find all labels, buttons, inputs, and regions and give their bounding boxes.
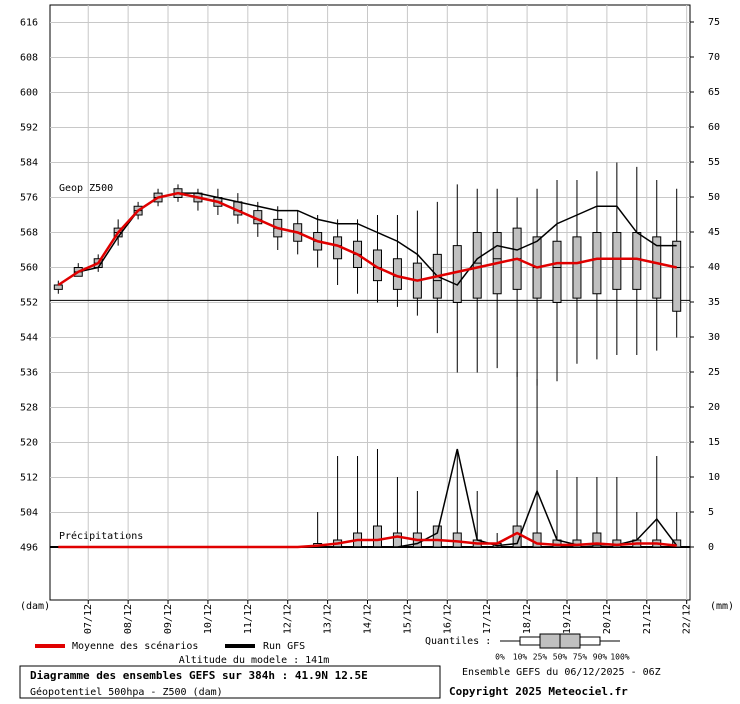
y-tick-label: 600 (20, 88, 38, 99)
y-tick-label: 512 (20, 473, 38, 484)
line-mean (58, 531, 677, 549)
box (592, 532, 602, 548)
y-tick-label: 608 (20, 53, 38, 64)
line-mean (57, 191, 677, 287)
x-tick-label: 08/12 (123, 604, 134, 634)
quantile-label: 25% (533, 653, 548, 662)
y-tick-label: 528 (20, 403, 38, 414)
y-tick-label: 504 (20, 508, 38, 519)
box (592, 232, 602, 295)
y2-tick-label: 25 (708, 367, 720, 378)
x-tick-label: 21/12 (642, 604, 653, 634)
box (672, 240, 682, 312)
y2-tick-label: 75 (708, 17, 720, 28)
y-unit: (dam) (20, 601, 50, 612)
y2-tick-label: 40 (708, 262, 720, 273)
y2-unit: (mm) (710, 601, 734, 612)
y-tick-label: 552 (20, 298, 38, 309)
y-tick-label: 568 (20, 228, 38, 239)
x-tick-label: 18/12 (522, 604, 533, 634)
quantile-label: 75% (573, 653, 588, 662)
caption-title: Diagramme des ensembles GEFS sur 384h : … (30, 669, 368, 682)
x-tick-label: 17/12 (482, 604, 493, 634)
y2-tick-label: 55 (708, 157, 720, 168)
x-tick-label: 16/12 (442, 604, 453, 634)
x-tick-label: 11/12 (243, 604, 254, 634)
copyright: Copyright 2025 Meteociel.fr (449, 685, 628, 698)
precip-label: Précipitations (59, 530, 143, 542)
y2-tick-label: 0 (708, 542, 714, 553)
x-tick-label: 22/12 (682, 604, 693, 634)
box (572, 236, 582, 299)
box (552, 240, 562, 303)
y-tick-label: 616 (20, 18, 38, 29)
run-info: Ensemble GEFS du 06/12/2025 - 06Z (462, 667, 661, 678)
y2-tick-label: 15 (708, 437, 720, 448)
x-tick-label: 13/12 (323, 604, 334, 634)
y2-tick-label: 45 (708, 227, 720, 238)
y-tick-label: 544 (20, 333, 38, 344)
y2-tick-label: 60 (708, 122, 720, 133)
quantile-label: 50% (553, 653, 568, 662)
legend-label: Run GFS (263, 641, 305, 652)
x-tick-label: 10/12 (203, 604, 214, 634)
y-tick-label: 536 (20, 368, 38, 379)
x-tick-label: 14/12 (363, 604, 374, 634)
box (472, 232, 482, 299)
y2-tick-label: 20 (708, 402, 720, 413)
quantiles-title: Quantiles : (425, 636, 491, 647)
box (632, 232, 642, 290)
y-tick-label: 520 (20, 438, 38, 449)
y-tick-label: 496 (20, 543, 38, 554)
x-tick-label: 15/12 (402, 604, 413, 634)
y-tick-label: 584 (20, 158, 38, 169)
box (392, 532, 402, 548)
y2-tick-label: 10 (708, 472, 720, 483)
y-tick-label: 576 (20, 193, 38, 204)
y2-tick-label: 65 (708, 87, 720, 98)
z500-label: Geop Z500 (59, 183, 113, 194)
quantile-label: 90% (593, 653, 608, 662)
y2-tick-label: 70 (708, 52, 720, 63)
box (372, 525, 382, 548)
y2-tick-label: 5 (708, 507, 714, 518)
x-tick-label: 19/12 (562, 604, 573, 634)
y2-tick-label: 35 (708, 297, 720, 308)
box (672, 539, 682, 548)
y2-tick-label: 50 (708, 192, 720, 203)
box (53, 284, 63, 290)
y2-tick-label: 30 (708, 332, 720, 343)
box (612, 232, 622, 290)
x-tick-label: 07/12 (83, 604, 94, 634)
box (432, 525, 442, 548)
legend-label: Moyenne des scénarios (72, 640, 198, 652)
y-tick-label: 560 (20, 263, 38, 274)
y-tick-label: 592 (20, 123, 38, 134)
quantile-label: 10% (513, 653, 528, 662)
caption-box (19, 665, 441, 699)
x-tick-label: 20/12 (602, 604, 613, 634)
caption-sub: Géopotentiel 500hpa - Z500 (dam) (30, 686, 223, 698)
quantile-label: 0% (495, 653, 505, 662)
quantile-icon (500, 633, 620, 649)
box (652, 236, 662, 299)
altitude: Altitude du modele : 141m (179, 655, 330, 666)
x-tick-label: 12/12 (283, 604, 294, 634)
quantile-label: 100% (610, 653, 629, 662)
box (452, 245, 462, 303)
x-tick-label: 09/12 (163, 604, 174, 634)
